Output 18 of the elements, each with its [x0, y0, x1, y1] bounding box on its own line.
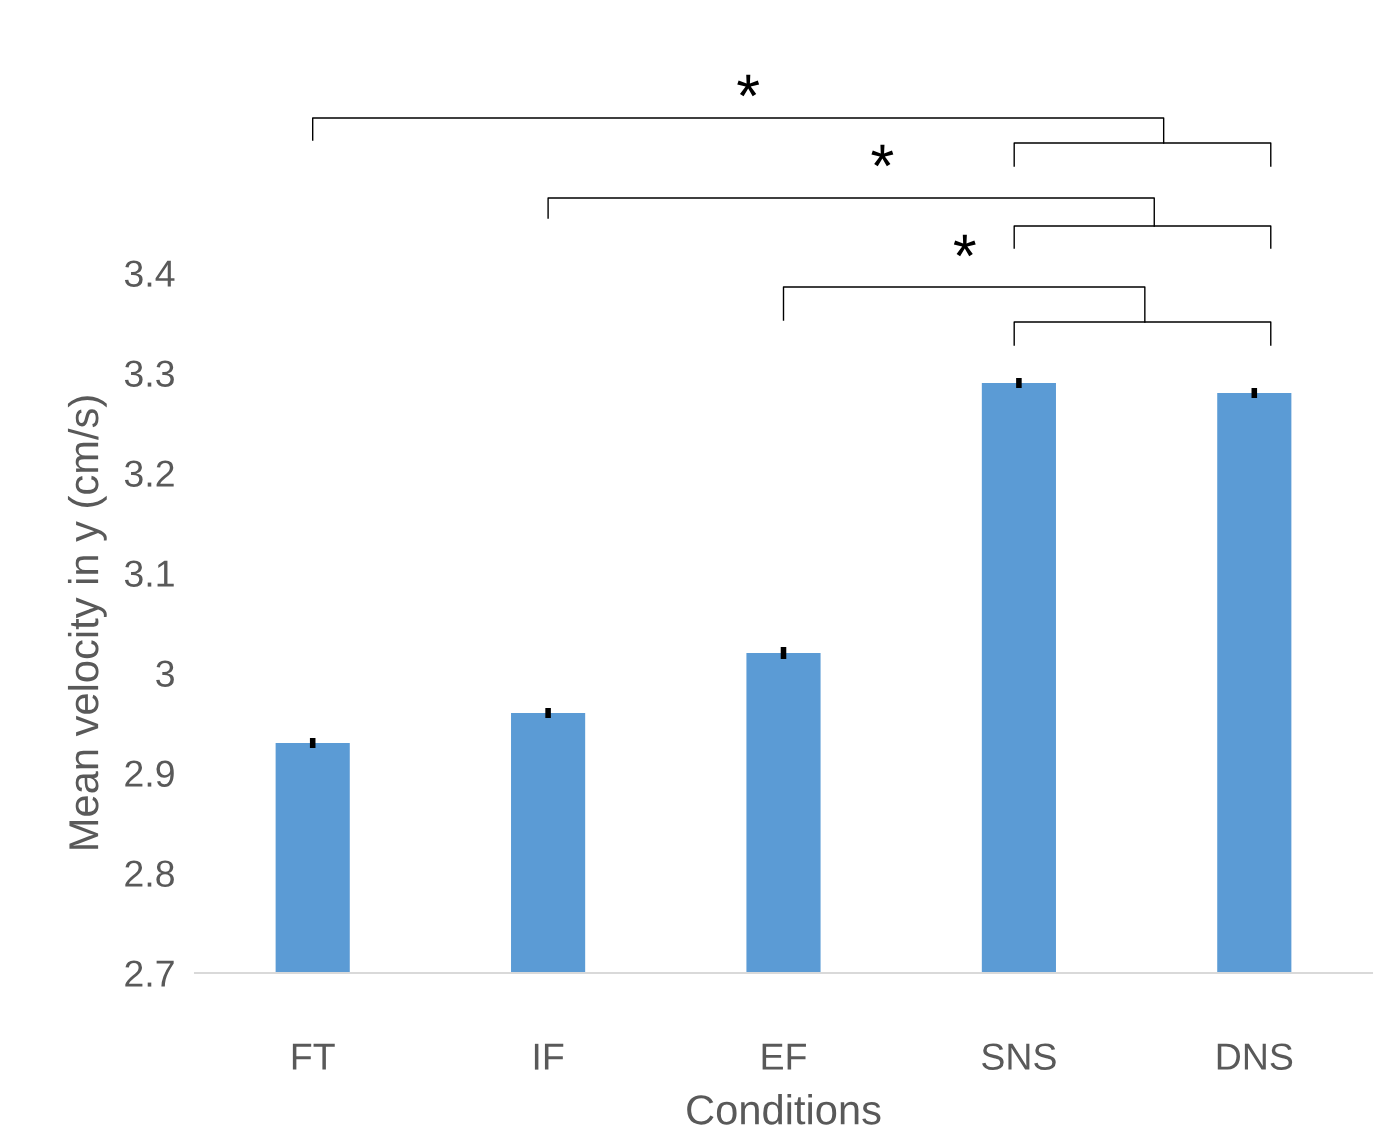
y-tick-label: 3.4	[124, 260, 175, 287]
y-tick-label: 3	[156, 660, 174, 687]
x-tick-label: IF	[534, 1043, 564, 1070]
y-tick-label: 3.2	[124, 460, 174, 487]
y-tick-label: 2.7	[125, 960, 174, 987]
x-tick-label: SNS	[982, 1043, 1056, 1070]
y-tick-label: 2.9	[125, 760, 174, 787]
text: *	[871, 144, 894, 167]
y-axis-title: Mean velocity in y (cm/s)	[67, 396, 107, 849]
x-tick-label: EF	[762, 1043, 806, 1070]
text: *	[737, 74, 760, 97]
x-axis-title: Conditions	[687, 1094, 881, 1125]
text: *	[953, 234, 976, 257]
y-tick-label: 3.1	[124, 560, 174, 587]
x-tick-label: FT	[292, 1043, 335, 1070]
x-tick-label: DNS	[1217, 1043, 1293, 1070]
y-tick-label: 3.3	[124, 360, 174, 387]
y-tick-label: 2.8	[125, 860, 174, 887]
